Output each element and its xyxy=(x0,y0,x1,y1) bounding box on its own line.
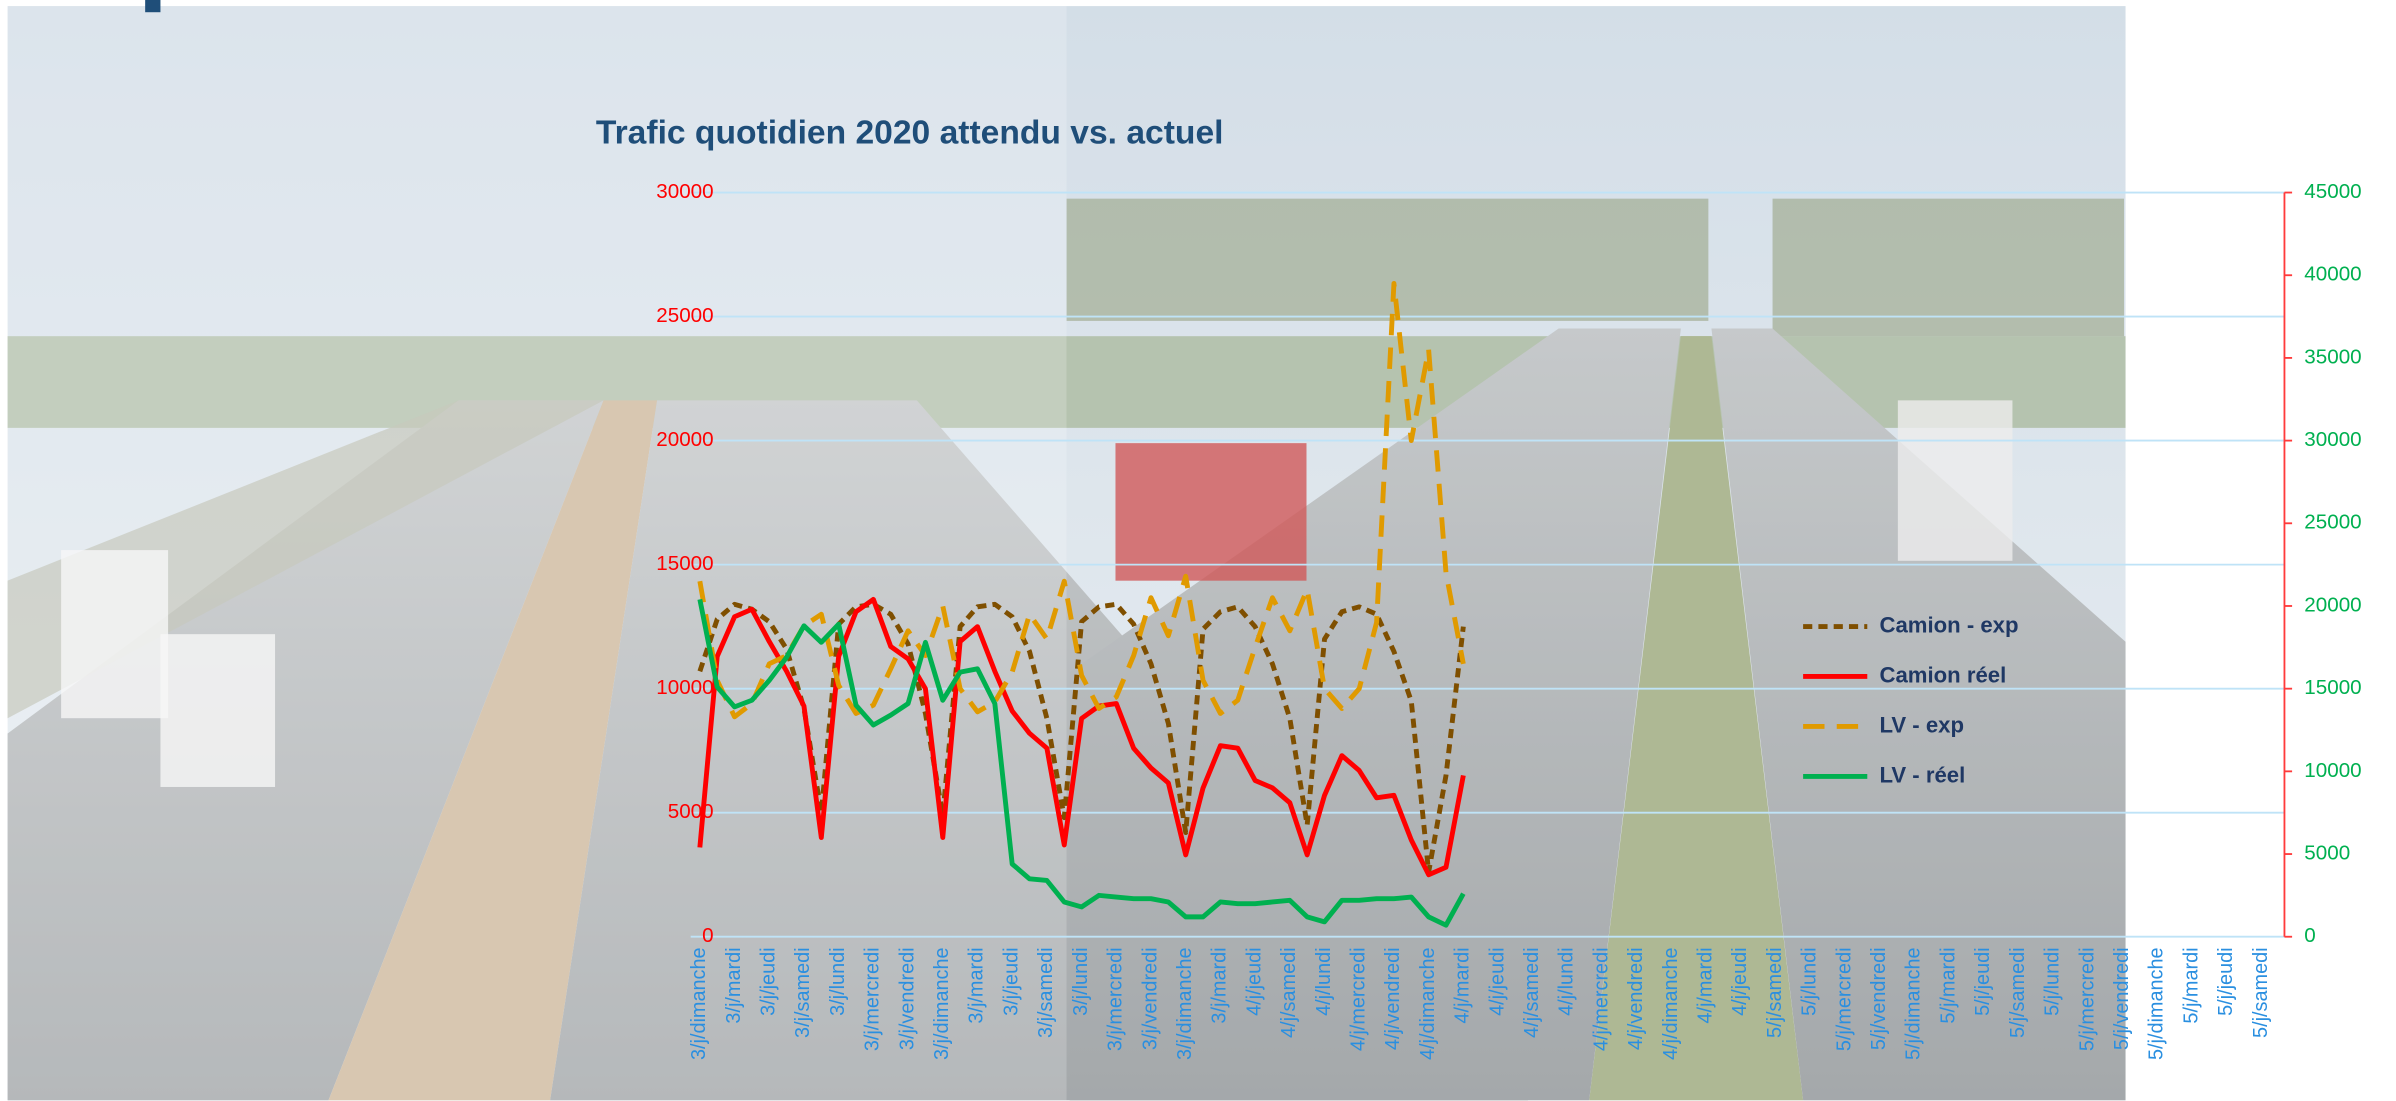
x-tick-label: 4/j/jeudi xyxy=(1486,947,1508,1015)
x-tick-label: 4/j/lundi xyxy=(1313,947,1335,1015)
x-tick-label: 5/j/mercredi xyxy=(2076,947,2098,1051)
y2-tick-label: 25000 xyxy=(2304,511,2361,534)
x-tick-label: 3/j/mardi xyxy=(966,947,988,1023)
x-tick-label: 4/j/vendredi xyxy=(1625,947,1647,1050)
y-tick-label: 25000 xyxy=(656,304,713,327)
y2-tick-label: 15000 xyxy=(2304,676,2361,699)
x-tick-label: 5/j/samedi xyxy=(2250,947,2272,1038)
x-tick-label: 4/j/mercredi xyxy=(1590,947,1612,1051)
x-tick-label: 3/j/mardi xyxy=(723,947,745,1023)
x-tick-label: 5/j/vendredi xyxy=(2111,947,2133,1050)
x-tick-label: 5/j/vendredi xyxy=(1868,947,1890,1050)
y2-tick-label: 30000 xyxy=(2304,428,2361,451)
x-tick-label: 3/j/jeudi xyxy=(1000,947,1022,1015)
x-tick-label: 5/j/lundi xyxy=(2042,947,2064,1015)
x-tick-label: 5/j/mardi xyxy=(2180,947,2202,1023)
x-tick-label: 3/j/mardi xyxy=(1209,947,1231,1023)
x-tick-label: 5/j/dimanche xyxy=(1903,947,1925,1060)
x-tick-label: 4/j/jeudi xyxy=(1729,947,1751,1015)
legend-label: LV - réel xyxy=(1880,762,1966,787)
y-tick-label: 10000 xyxy=(656,676,713,699)
x-tick-label: 3/j/samedi xyxy=(792,947,814,1038)
x-tick-label: 4/j/mardi xyxy=(1695,947,1717,1023)
y2-tick-label: 10000 xyxy=(2304,759,2361,782)
x-tick-label: 5/j/mardi xyxy=(1937,947,1959,1023)
y2-tick-label: 20000 xyxy=(2304,593,2361,616)
y2-tick-label: 0 xyxy=(2304,924,2315,947)
x-tick-label: 5/j/jeudi xyxy=(2215,947,2237,1015)
x-tick-label: 3/j/vendredi xyxy=(896,947,918,1050)
x-tick-label: 5/j/jeudi xyxy=(1972,947,1994,1015)
x-tick-label: 4/j/dimanche xyxy=(1417,947,1439,1060)
x-tick-label: 4/j/jeudi xyxy=(1243,947,1265,1015)
x-tick-label: 3/j/dimanche xyxy=(1174,947,1196,1060)
x-tick-label: 5/j/dimanche xyxy=(2146,947,2168,1060)
chart: Trafic quotidien 2020 attendu vs. actuel… xyxy=(0,0,2396,1101)
x-tick-label: 3/j/samedi xyxy=(1035,947,1057,1038)
chart-title: Trafic quotidien 2020 attendu vs. actuel xyxy=(596,114,1224,151)
x-tick-label: 5/j/mercredi xyxy=(1833,947,1855,1051)
x-tick-label: 3/j/dimanche xyxy=(931,947,953,1060)
x-tick-label: 4/j/vendredi xyxy=(1382,947,1404,1050)
x-tick-label: 3/j/dimanche xyxy=(688,947,710,1060)
y2-tick-label: 5000 xyxy=(2304,841,2350,864)
x-tick-label: 5/j/lundi xyxy=(1799,947,1821,1015)
x-tick-label: 3/j/vendredi xyxy=(1139,947,1161,1050)
x-tick-label: 5/j/samedi xyxy=(2007,947,2029,1038)
x-tick-label: 3/j/lundi xyxy=(827,947,849,1015)
background-photo xyxy=(8,0,2126,1100)
legend-label: LV - exp xyxy=(1880,712,1964,737)
y2-tick-label: 35000 xyxy=(2304,345,2361,368)
x-tick-label: 4/j/lundi xyxy=(1556,947,1578,1015)
legend-label: Camion - exp xyxy=(1880,612,2019,637)
y-tick-label: 5000 xyxy=(668,800,714,823)
x-tick-label: 5/j/samedi xyxy=(1764,947,1786,1038)
x-tick-label: 4/j/mercredi xyxy=(1347,947,1369,1051)
y-tick-label: 0 xyxy=(702,924,713,947)
page: {"chart_data": {"type": "line", "title":… xyxy=(0,0,2396,1101)
x-tick-label: 4/j/samedi xyxy=(1521,947,1543,1038)
y2-tick-label: 40000 xyxy=(2304,263,2361,286)
x-tick-label: 3/j/mercredi xyxy=(862,947,884,1051)
y-tick-label: 20000 xyxy=(656,428,713,451)
x-tick-label: 3/j/jeudi xyxy=(758,947,780,1015)
y-tick-label: 15000 xyxy=(656,552,713,575)
x-tick-label: 4/j/samedi xyxy=(1278,947,1300,1038)
x-tick-label: 3/j/mercredi xyxy=(1105,947,1127,1051)
y2-tick-label: 45000 xyxy=(2304,180,2361,203)
x-tick-label: 4/j/dimanche xyxy=(1660,947,1682,1060)
legend-label: Camion réel xyxy=(1880,662,2007,687)
y-tick-label: 30000 xyxy=(656,180,713,203)
x-tick-label: 4/j/mardi xyxy=(1452,947,1474,1023)
x-tick-label: 3/j/lundi xyxy=(1070,947,1092,1015)
